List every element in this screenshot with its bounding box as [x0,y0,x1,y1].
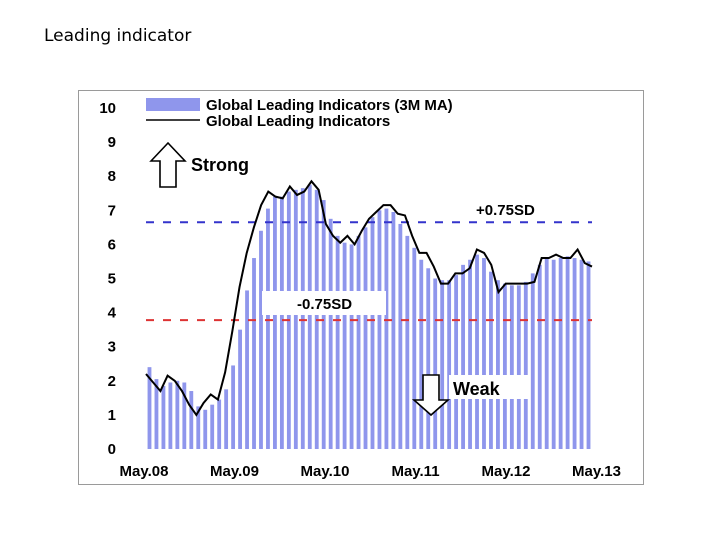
bar [168,382,173,449]
bar [363,227,368,449]
bar [572,258,577,449]
bar [523,281,528,449]
bar [551,259,556,449]
bar [335,235,340,450]
y-tick-label: 7 [108,202,116,219]
bar [440,280,445,449]
bar [217,399,222,449]
y-tick-label: 0 [108,441,116,458]
legend-label-bars: Global Leading Indicators (3M MA) [206,97,453,114]
bar [412,247,417,449]
bar [454,275,459,449]
bar [161,385,166,449]
bar [530,273,535,449]
bar [558,258,563,449]
y-tick-label: 5 [108,271,116,288]
bar [496,280,500,449]
y-tick-label: 9 [108,134,116,151]
bar [266,208,270,449]
up-arrow-icon [149,141,187,188]
lower-sd-label-bg [262,291,386,315]
bar [279,196,284,449]
bar [433,278,438,449]
bar [565,256,570,449]
bar [175,380,180,449]
bar [586,261,591,449]
weak-label: Weak [453,379,501,399]
bar [384,208,389,449]
bar [398,223,403,449]
strong-label: Strong [191,155,249,175]
page-title: Leading indicator [44,26,192,46]
x-tick-label: May.13 [572,463,621,480]
bar [300,188,305,449]
bar [377,210,382,449]
bar [231,365,236,449]
bar [579,259,584,449]
bar [544,258,549,449]
bar [502,283,507,449]
bar [238,329,242,449]
upper-sd-label: +0.75SD [476,202,535,219]
x-tick-label: May.12 [482,463,531,480]
y-tick-label: 4 [108,305,117,322]
bar [147,367,152,449]
bar [196,406,201,450]
bar [516,285,521,449]
y-tick-label: 8 [108,168,116,185]
bar [245,290,249,449]
bar [328,218,333,449]
bar [154,379,159,449]
bar [259,230,263,449]
bar [210,404,215,449]
bar [349,244,354,449]
bar [391,212,396,449]
bar [370,217,375,449]
bar [509,285,514,449]
bar [482,258,486,449]
y-tick-label: 10 [99,100,116,117]
chart-frame: 0 1 2 3 4 5 6 7 8 9 10 May.08 May.09 May.10 May.11 May.… [78,90,644,485]
bar [321,200,326,449]
bar [537,264,542,449]
bar [419,259,424,449]
bar [461,264,465,449]
legend-label-line: Global Leading Indicators [206,113,390,130]
bar [468,259,472,449]
legend-swatch-bars [146,98,200,111]
bar [489,271,493,449]
bar [182,382,187,449]
x-tick-label: May.11 [391,463,439,480]
y-tick-label: 3 [108,339,116,356]
bar [224,389,229,449]
bar [189,391,194,449]
y-tick-label: 6 [108,236,116,253]
bar [273,196,277,449]
bar [475,254,479,449]
weak-label-bg [449,375,529,399]
bar [447,280,452,449]
down-arrow-icon [411,374,451,417]
bar [307,184,312,449]
x-tick-label: May.08 [120,463,169,480]
bar [293,189,298,449]
y-tick-label: 2 [108,373,116,390]
leading-indicator-chart: 0 1 2 3 4 5 6 7 8 9 10 May.08 May.09 May.10 May.11 May.… [99,97,621,480]
bar [342,242,347,449]
bar [356,235,361,450]
bar [426,268,431,449]
bar [203,409,208,449]
bar [252,258,256,449]
x-tick-label: May.10 [301,463,350,480]
y-tick-label: 1 [108,407,116,424]
bar [405,235,410,450]
indicator-line [145,179,593,417]
lower-sd-label: -0.75SD [297,296,352,313]
x-tick-label: May.09 [210,463,259,480]
